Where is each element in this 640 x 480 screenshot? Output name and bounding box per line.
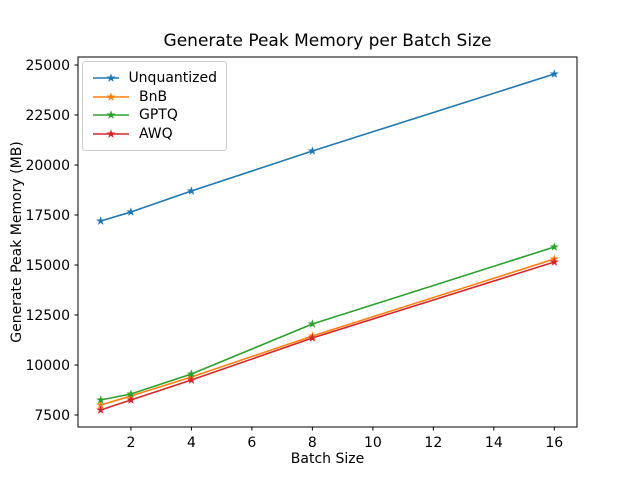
data-point-star-unquantized xyxy=(186,186,196,195)
data-point-star-gptq xyxy=(96,395,106,404)
legend-star-icon xyxy=(106,73,116,83)
x-tick-label: 10 xyxy=(364,435,382,451)
x-tick-label: 12 xyxy=(424,435,442,451)
chart-title: Generate Peak Memory per Batch Size xyxy=(163,31,492,51)
data-point-star-gptq xyxy=(307,319,317,328)
y-axis: 7500 10000 12500 15000 17500 20000 22500 25000 xyxy=(25,58,78,424)
legend-label-unquantized: Unquantized xyxy=(128,70,217,87)
y-tick-label: 15000 xyxy=(25,258,70,274)
y-tick-label: 7500 xyxy=(34,408,70,424)
y-tick-label: 17500 xyxy=(25,208,70,224)
x-axis-label: Batch Size xyxy=(290,451,365,467)
y-tick-label: 10000 xyxy=(25,358,70,374)
data-point-star-unquantized xyxy=(307,146,317,155)
data-point-star-awq xyxy=(126,395,136,404)
y-tick-label: 12500 xyxy=(25,308,70,324)
legend-star-icon xyxy=(106,128,116,138)
legend-line-sample-bnb xyxy=(93,91,129,101)
y-tick-label: 20000 xyxy=(25,158,70,174)
data-point-star-gptq xyxy=(126,389,136,398)
legend-line-sample-awq xyxy=(93,128,129,138)
data-point-star-awq xyxy=(96,405,106,414)
plot-border xyxy=(77,56,578,428)
legend-item-bnb: BnB xyxy=(92,88,217,107)
series-line-bnb xyxy=(100,258,555,406)
legend-item-awq: AWQ xyxy=(92,125,217,144)
series-line-awq xyxy=(100,261,555,411)
legend-label-awq: AWQ xyxy=(139,125,173,142)
legend-item-unquantized: Unquantized xyxy=(92,69,217,88)
legend-star-icon xyxy=(106,91,116,101)
x-tick-label: 16 xyxy=(545,435,563,451)
data-point-star-unquantized xyxy=(126,207,136,216)
x-tick-label: 14 xyxy=(485,435,503,451)
series-unquantized xyxy=(96,69,559,225)
y-axis-label: Generate Peak Memory (MB) xyxy=(9,141,25,343)
x-tick-label: 2 xyxy=(126,435,135,451)
legend-star-icon xyxy=(106,110,116,120)
y-tick-label: 22500 xyxy=(25,108,70,124)
data-point-star-gptq xyxy=(186,369,196,378)
data-point-star-awq xyxy=(186,375,196,384)
series-line-gptq xyxy=(100,246,555,401)
x-tick-label: 4 xyxy=(187,435,196,451)
legend-label-gptq: GPTQ xyxy=(139,107,178,124)
legend-item-gptq: GPTQ xyxy=(92,106,217,125)
y-tick-label: 25000 xyxy=(25,58,70,74)
legend-line-sample-unquantized xyxy=(93,73,120,83)
legend-line-sample-gptq xyxy=(93,110,129,120)
x-tick-label: 6 xyxy=(247,435,256,451)
data-point-star-awq xyxy=(549,257,559,266)
x-tick-label: 8 xyxy=(308,435,317,451)
series-bnb xyxy=(96,254,559,409)
data-point-star-unquantized xyxy=(96,216,106,225)
series-awq xyxy=(96,257,559,414)
data-point-star-bnb xyxy=(96,400,106,409)
series-gptq xyxy=(96,242,559,404)
legend-label-bnb: BnB xyxy=(139,88,168,105)
data-point-star-unquantized xyxy=(549,69,559,78)
data-point-star-gptq xyxy=(549,242,559,251)
data-point-star-awq xyxy=(307,333,317,342)
legend: Unquantized BnB GPTQ AWQ xyxy=(82,61,227,151)
x-axis: 2 4 6 8 10 12 14 16 xyxy=(126,427,563,451)
